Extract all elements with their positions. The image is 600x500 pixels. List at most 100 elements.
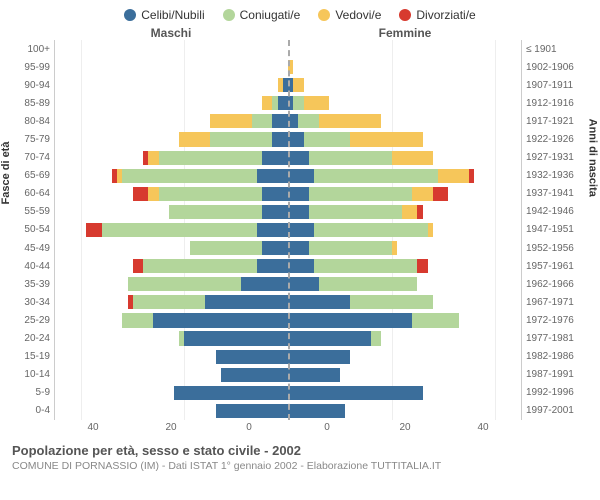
male-bar: [55, 239, 288, 257]
male-label: Maschi: [54, 26, 288, 40]
male-bar: [55, 167, 288, 185]
segment: [122, 313, 153, 327]
male-bar: [55, 221, 288, 239]
male-bar: [55, 76, 288, 94]
female-label: Femmine: [288, 26, 522, 40]
segment: [179, 132, 210, 146]
age-tick: 0-4: [10, 402, 50, 420]
x-tick: 0: [288, 422, 366, 433]
segment: [122, 169, 257, 183]
segment: [371, 331, 381, 345]
segment: [174, 386, 288, 400]
segment: [309, 187, 413, 201]
birth-year-tick: 1997-2001: [526, 402, 590, 420]
male-bar: [55, 402, 288, 420]
segment: [288, 223, 314, 237]
segment: [402, 205, 418, 219]
segment: [184, 331, 288, 345]
birth-year-tick: 1967-1971: [526, 293, 590, 311]
age-tick: 5-9: [10, 384, 50, 402]
birth-year-tick: 1992-1996: [526, 384, 590, 402]
x-tick: 0: [210, 422, 288, 433]
age-tick: 65-69: [10, 167, 50, 185]
age-tick: 100+: [10, 40, 50, 58]
birth-year-tick: 1987-1991: [526, 366, 590, 384]
male-bar: [55, 293, 288, 311]
segment: [252, 114, 273, 128]
birth-year-tick: 1972-1976: [526, 311, 590, 329]
age-tick: 50-54: [10, 221, 50, 239]
female-bar: [288, 221, 521, 239]
age-tick: 85-89: [10, 94, 50, 112]
segment: [288, 295, 350, 309]
female-bar: [288, 239, 521, 257]
plot-area: 100+95-9990-9485-8980-8475-7970-7465-696…: [10, 40, 590, 420]
birth-year-tick: 1947-1951: [526, 221, 590, 239]
segment: [216, 404, 288, 418]
male-bar: [55, 112, 288, 130]
female-bar: [288, 348, 521, 366]
y-axis-label-right: Anni di nascita: [586, 119, 598, 197]
x-tick: 20: [132, 422, 210, 433]
segment: [288, 350, 350, 364]
female-bar: [288, 384, 521, 402]
segment: [288, 132, 304, 146]
age-tick: 95-99: [10, 58, 50, 76]
segment: [314, 223, 428, 237]
female-bar: [288, 76, 521, 94]
segment: [417, 259, 427, 273]
female-bar: [288, 149, 521, 167]
legend: Celibi/NubiliConiugati/eVedovi/eDivorzia…: [10, 8, 590, 22]
female-bar: [288, 40, 521, 58]
segment: [298, 114, 319, 128]
segment: [241, 277, 288, 291]
age-tick: 40-44: [10, 257, 50, 275]
segment: [304, 132, 351, 146]
segment: [293, 96, 303, 110]
male-bar: [55, 384, 288, 402]
segment: [86, 223, 102, 237]
segment: [102, 223, 257, 237]
female-bar: [288, 293, 521, 311]
segment: [205, 295, 288, 309]
birth-year-tick: 1907-1911: [526, 76, 590, 94]
segment: [288, 259, 314, 273]
segment: [216, 350, 288, 364]
female-bar: [288, 185, 521, 203]
legend-swatch: [399, 9, 411, 21]
segment: [169, 205, 262, 219]
chart-subtitle: COMUNE DI PORNASSIO (IM) - Dati ISTAT 1°…: [12, 460, 588, 472]
legend-swatch: [318, 9, 330, 21]
segment: [128, 277, 242, 291]
legend-swatch: [124, 9, 136, 21]
segment: [412, 187, 433, 201]
male-bar: [55, 185, 288, 203]
segment: [288, 331, 371, 345]
female-bar: [288, 58, 521, 76]
legend-label: Vedovi/e: [335, 8, 381, 22]
segment: [262, 151, 288, 165]
birth-year-tick: 1902-1906: [526, 58, 590, 76]
segment: [304, 96, 330, 110]
segment: [309, 241, 392, 255]
segment: [309, 151, 392, 165]
segment: [319, 114, 381, 128]
population-pyramid-chart: Celibi/NubiliConiugati/eVedovi/eDivorzia…: [0, 0, 600, 500]
segment: [257, 169, 288, 183]
female-bar: [288, 366, 521, 384]
segment: [438, 169, 469, 183]
segment: [148, 151, 158, 165]
female-bar: [288, 130, 521, 148]
segment: [148, 187, 158, 201]
segment: [392, 241, 397, 255]
x-tick: 40: [444, 422, 522, 433]
legend-item: Celibi/Nubili: [124, 8, 204, 22]
male-bar: [55, 275, 288, 293]
segment: [278, 96, 288, 110]
male-bar: [55, 311, 288, 329]
age-tick: 15-19: [10, 348, 50, 366]
segment: [288, 386, 423, 400]
age-tick: 75-79: [10, 130, 50, 148]
x-tick: 40: [54, 422, 132, 433]
female-bar: [288, 275, 521, 293]
